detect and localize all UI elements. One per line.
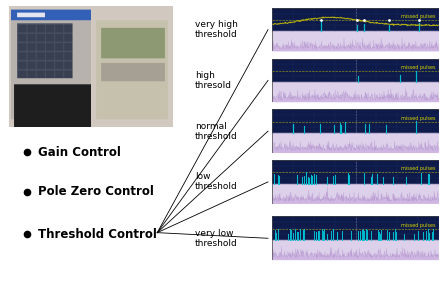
Bar — [272, 240, 439, 260]
Bar — [272, 8, 439, 31]
Text: missed pulses: missed pulses — [401, 166, 435, 171]
Bar — [272, 217, 439, 240]
Text: very high
threshold: very high threshold — [195, 20, 238, 39]
Bar — [272, 82, 439, 102]
Bar — [272, 31, 439, 51]
Bar — [272, 59, 439, 82]
Bar — [272, 109, 439, 133]
Text: missed pulses: missed pulses — [401, 65, 435, 70]
Text: high
thresold: high thresold — [195, 71, 232, 90]
Text: Threshold Control: Threshold Control — [38, 228, 156, 241]
Text: low
threshold: low threshold — [195, 172, 238, 191]
Text: very low
threshold: very low threshold — [195, 229, 238, 248]
Bar — [272, 160, 439, 184]
Bar — [272, 133, 439, 153]
Text: missed pulses: missed pulses — [401, 14, 435, 19]
Text: missed pulses: missed pulses — [401, 223, 435, 228]
Text: missed pulses: missed pulses — [401, 116, 435, 120]
Text: Pole Zero Control: Pole Zero Control — [38, 185, 154, 198]
Text: Gain Control: Gain Control — [38, 146, 120, 159]
Text: normal
threshold: normal threshold — [195, 122, 238, 141]
Bar — [272, 184, 439, 204]
